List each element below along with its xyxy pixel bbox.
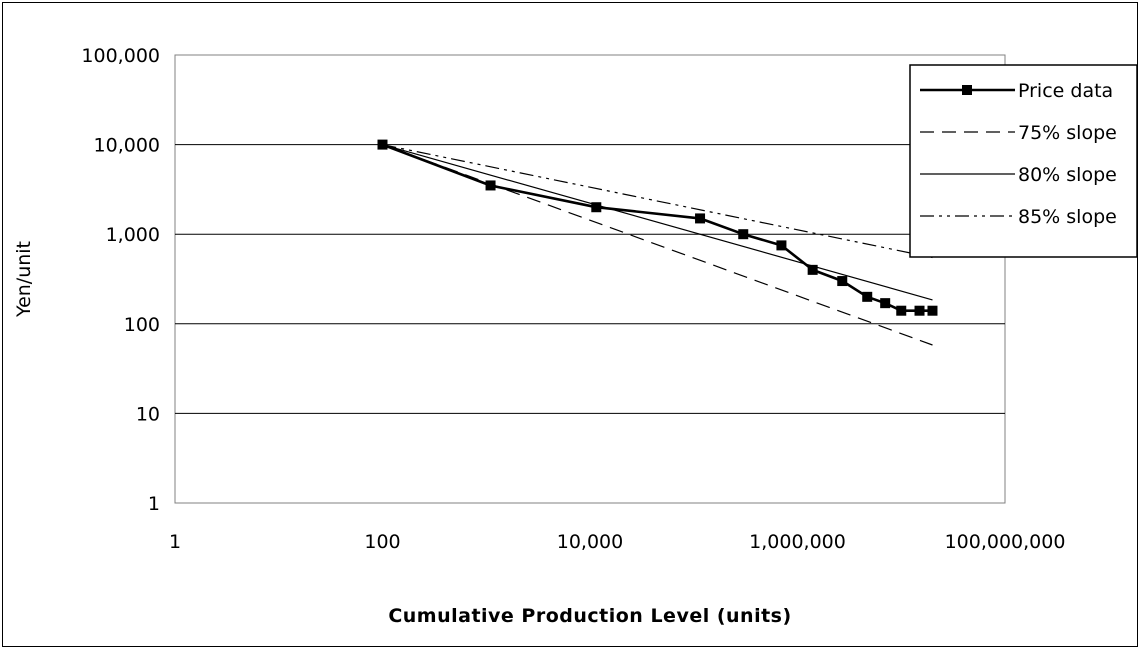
data-point-marker [880,298,891,309]
legend-marker [962,85,972,95]
legend-label-1: 75% slope [1018,122,1117,144]
data-point-marker [695,213,706,224]
gridlines [175,144,1005,414]
legend-label-2: 80% slope [1018,164,1117,186]
x-tick-label: 1,000,000 [749,531,846,553]
data-point-marker [377,139,388,150]
legend-box [909,64,1138,258]
data-point-marker [485,180,496,191]
legend: Price data 75% slope 80% slope 85% slope [909,64,1138,258]
y-tick-label: 1 [148,493,160,515]
x-tick-label: 100,000,000 [945,531,1066,553]
data-point-marker [591,202,602,213]
data-point-marker [927,305,938,316]
data-point-marker [837,276,848,287]
x-tick-label: 1 [169,531,181,553]
y-axis-title: Yen/unit [13,241,35,318]
data-point-marker [896,305,907,316]
series-line-2 [382,144,933,301]
y-tick-label: 100,000 [81,45,160,67]
x-tick-label: 10,000 [557,531,623,553]
series-line-3 [382,144,933,259]
data-point-marker [914,305,925,316]
legend-label-3: 85% slope [1018,206,1117,228]
y-tick-label: 10,000 [94,135,160,157]
y-tick-label: 1,000 [106,224,160,246]
y-tick-label: 10 [136,403,160,425]
legend-label-0: Price data [1018,80,1113,102]
data-point-marker [738,229,749,240]
data-point-marker [862,291,873,302]
y-tick-label: 100 [124,314,160,336]
x-axis-title: Cumulative Production Level (units) [388,605,791,627]
data-point-marker [807,264,818,275]
plot-area [174,54,1006,504]
data-point-marker [776,240,787,251]
series-layer [377,139,938,346]
x-tick-label: 100 [364,531,400,553]
y-axis-tick-labels: 1 10 100 1,000 10,000 100,000 [81,45,160,515]
x-axis-tick-labels: 1 100 10,000 1,000,000 100,000,000 [169,531,1065,553]
